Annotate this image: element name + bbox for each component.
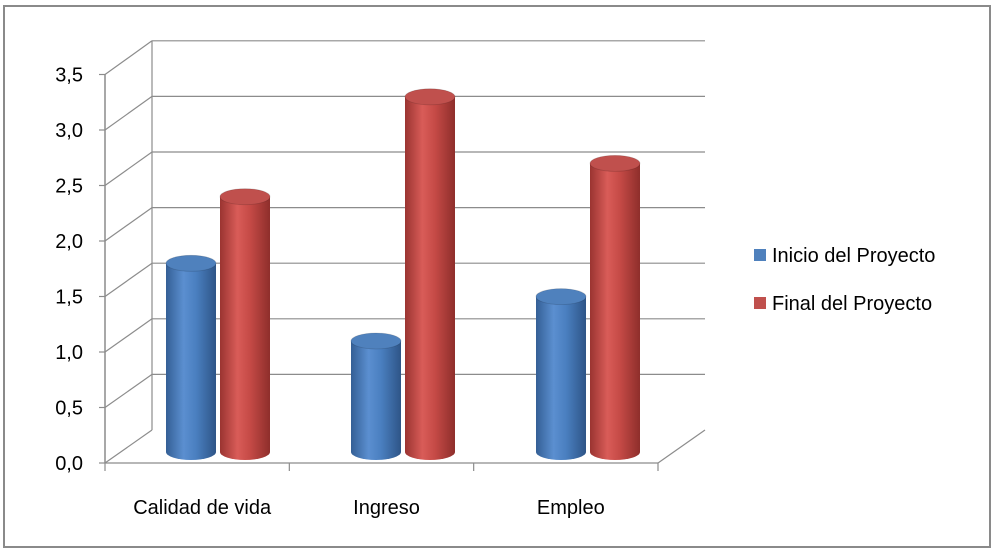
x-tick-label: Calidad de vida (133, 497, 272, 519)
y-tick-label: 0,0 (55, 453, 83, 475)
bar-body (166, 263, 216, 460)
bar (165, 254, 217, 460)
side-gridline (104, 151, 153, 186)
legend-label: Final del Proyecto (772, 293, 932, 315)
floor-right-edge (657, 429, 706, 464)
axes (99, 73, 659, 471)
x-axis-tick-labels: Calidad de vida Ingreso Empleo (133, 497, 605, 519)
bar (219, 188, 271, 460)
bar-body (351, 341, 401, 460)
bar (404, 88, 456, 461)
y-tick-label: 3,0 (55, 120, 83, 142)
y-tick-label: 2,5 (55, 176, 83, 198)
legend-swatch (754, 297, 766, 309)
side-gridline (104, 95, 153, 131)
bar-top (589, 154, 641, 172)
y-tick-label: 3,5 (55, 65, 83, 87)
side-gridline (104, 429, 153, 464)
bar-top (219, 188, 271, 206)
x-tick-label: Empleo (537, 497, 605, 519)
legend-swatch (754, 249, 766, 261)
y-tick-label: 1,0 (55, 342, 83, 364)
legend-label: Inicio del Proyecto (772, 245, 935, 267)
bar-top (350, 332, 402, 350)
side-gridline (104, 40, 153, 75)
bar-body (536, 296, 586, 460)
bar-top (165, 254, 217, 272)
bar (589, 154, 641, 460)
y-tick-label: 2,0 (55, 231, 83, 253)
bar-body (405, 96, 455, 461)
bar (535, 288, 587, 460)
y-tick-label: 0,5 (55, 398, 83, 420)
bar (350, 332, 402, 460)
legend: Inicio del Proyecto Final del Proyecto (754, 245, 935, 315)
bar-top (404, 88, 456, 106)
legend-item: Final del Proyecto (754, 293, 932, 315)
side-gridline (104, 262, 153, 297)
x-tick-label: Ingreso (353, 497, 420, 519)
bar-body (590, 163, 640, 460)
side-gridline (104, 373, 153, 408)
side-gridline (104, 207, 153, 242)
bars (165, 88, 641, 461)
bar-top (535, 288, 587, 306)
y-axis-tick-labels: 0,0 0,5 1,0 1,5 2,0 2,5 3,0 3,5 (55, 65, 83, 476)
y-tick-label: 1,5 (55, 287, 83, 309)
side-gridline (104, 318, 153, 353)
bar-body (220, 196, 270, 460)
legend-item: Inicio del Proyecto (754, 245, 935, 267)
